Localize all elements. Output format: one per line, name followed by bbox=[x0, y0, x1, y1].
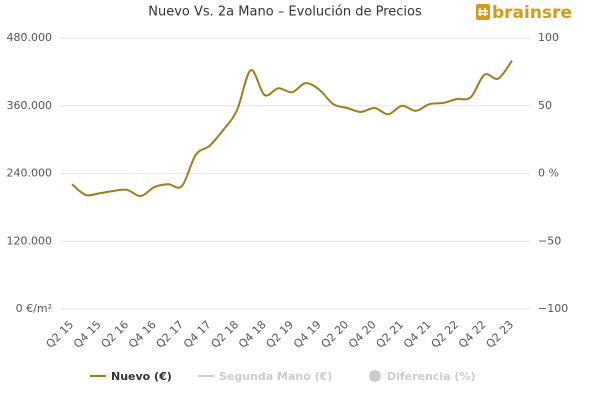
chart-title: Nuevo Vs. 2a Mano – Evolución de Precios bbox=[148, 5, 422, 20]
logo-mark bbox=[478, 8, 488, 16]
x-tick-label: Q4 20 bbox=[346, 318, 379, 351]
logo-icon bbox=[476, 4, 490, 20]
y-tick-label: 240.000 bbox=[7, 167, 53, 180]
y-tick-label: 0 €/m² bbox=[16, 302, 52, 315]
x-tick-label: Q2 20 bbox=[319, 318, 352, 351]
y2-tick-label: 100 bbox=[538, 31, 559, 44]
x-tick-label: Q2 22 bbox=[429, 318, 462, 351]
x-tick-label: Q4 22 bbox=[456, 318, 489, 351]
logo-text: brainsre bbox=[492, 3, 572, 23]
x-tick-label: Q4 19 bbox=[291, 318, 324, 351]
x-tick-label: Q2 21 bbox=[374, 318, 407, 351]
legend-symbol bbox=[369, 370, 381, 382]
y-tick-label: 360.000 bbox=[7, 99, 53, 112]
x-tick-label: Q4 21 bbox=[401, 318, 434, 351]
y-tick-label: 480.000 bbox=[7, 31, 53, 44]
y2-tick-label: 50 bbox=[538, 99, 552, 112]
x-tick-label: Q2 23 bbox=[484, 318, 517, 351]
x-tick-label: Q2 15 bbox=[44, 318, 77, 351]
y2-tick-label: −50 bbox=[538, 234, 561, 247]
y2-tick-label: 0 % bbox=[538, 167, 559, 180]
legend-item: Segunda Mano (€) bbox=[198, 370, 332, 383]
legend-label: Diferencia (%) bbox=[387, 370, 475, 383]
x-tick-label: Q2 16 bbox=[99, 318, 132, 351]
x-tick-label: Q4 18 bbox=[236, 318, 269, 351]
y-tick-label: 120.000 bbox=[7, 234, 53, 247]
x-tick-label: Q4 15 bbox=[71, 318, 104, 351]
x-tick-label: Q4 16 bbox=[126, 318, 159, 351]
x-tick-label: Q4 17 bbox=[181, 318, 214, 351]
line-series bbox=[71, 59, 513, 198]
legend-label: Nuevo (€) bbox=[111, 370, 172, 383]
x-tick-label: Q2 17 bbox=[154, 318, 187, 351]
legend-item: Nuevo (€) bbox=[90, 370, 172, 383]
logo: brainsre bbox=[476, 3, 572, 23]
x-tick-label: Q2 18 bbox=[209, 318, 242, 351]
legend-label: Segunda Mano (€) bbox=[219, 370, 332, 383]
legend-item: Diferencia (%) bbox=[369, 370, 475, 383]
y2-tick-label: −100 bbox=[538, 302, 568, 315]
x-tick-label: Q2 19 bbox=[264, 318, 297, 351]
